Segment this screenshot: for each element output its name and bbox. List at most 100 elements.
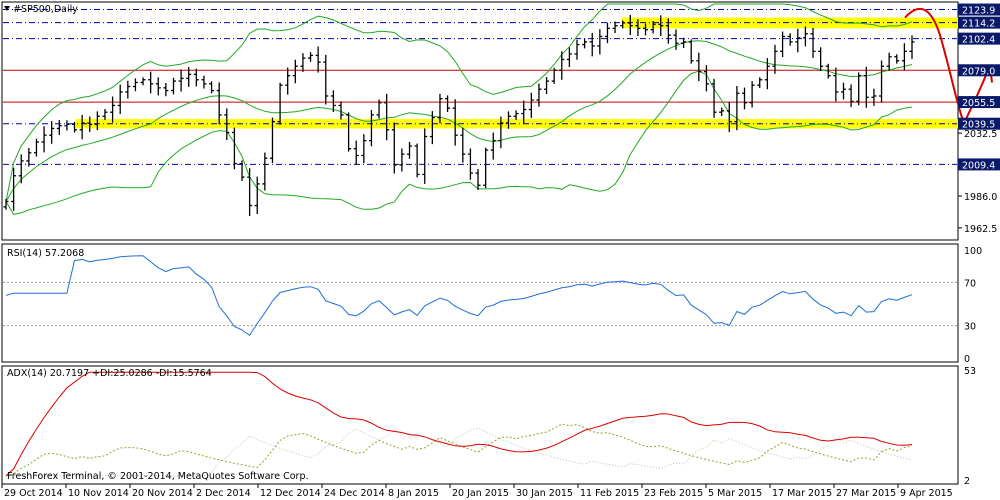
price-bar: [178, 69, 184, 92]
price-bar: [193, 68, 199, 87]
price-bar: [643, 23, 649, 36]
price-bar: [757, 77, 763, 88]
price-tick-label: 2009.4: [962, 160, 995, 171]
price-bar: [901, 43, 907, 71]
time-tick-label: 20 Jan 2015: [452, 488, 509, 499]
price-bar: [292, 59, 298, 84]
price-bar: [490, 132, 496, 160]
price-bar: [521, 100, 527, 124]
adx-tick-label: 53: [964, 366, 976, 377]
time-tick-label: 30 Jan 2015: [516, 488, 573, 499]
price-bar: [566, 47, 572, 68]
price-bar: [239, 160, 245, 181]
price-bar: [886, 52, 892, 71]
price-bar: [840, 82, 846, 100]
price-bar: [216, 82, 222, 125]
price-bar: [209, 81, 215, 94]
price-bar: [551, 67, 557, 84]
price-bar: [749, 81, 755, 108]
price-bar: [711, 78, 717, 118]
rsi-tick-label: 100: [964, 246, 982, 257]
price-bar: [125, 80, 131, 99]
price-tick-label: 1986.0: [964, 192, 997, 203]
price-bar: [681, 37, 687, 48]
rsi-line: [5, 255, 913, 337]
price-bar: [620, 20, 626, 29]
price-bar: [467, 148, 473, 180]
price-panel-title: #SP500,Daily: [13, 4, 78, 15]
price-bar: [323, 54, 329, 105]
price-bar: [422, 128, 428, 184]
price-bar: [848, 84, 854, 108]
bollinger-lower: [5, 70, 913, 215]
price-bar: [734, 85, 740, 131]
price-bar: [224, 108, 230, 141]
price-bar: [810, 28, 816, 58]
price-bar: [353, 140, 359, 165]
price-bar: [589, 32, 595, 57]
time-tick-label: 29 Oct 2014: [4, 488, 63, 499]
time-tick-label: 23 Feb 2015: [644, 488, 703, 499]
collapse-triangle-icon[interactable]: [4, 6, 10, 11]
price-bar: [863, 66, 869, 108]
price-tick-label: 2102.4: [962, 35, 995, 46]
price-bar: [429, 111, 435, 145]
price-bar: [163, 82, 169, 97]
price-bar: [132, 78, 138, 92]
price-bar: [574, 39, 580, 60]
price-bar: [384, 93, 390, 141]
price-bar: [262, 152, 268, 191]
price-tick-label: 2039.5: [962, 120, 995, 131]
rsi-panel-frame: [1, 243, 959, 363]
adx-tick-label: 2: [964, 476, 970, 487]
price-bar: [186, 67, 192, 87]
price-bar: [833, 67, 839, 102]
rsi-tick-label: 70: [964, 278, 976, 289]
price-bar: [56, 120, 62, 136]
price-bar: [140, 77, 146, 86]
bollinger-middle: [5, 40, 913, 202]
price-bar: [33, 138, 39, 157]
price-bar: [802, 26, 808, 47]
price-bar: [445, 95, 451, 112]
price-label-box: [958, 3, 1000, 16]
price-bar: [536, 83, 542, 107]
price-bar: [559, 51, 565, 80]
price-bar: [346, 112, 352, 152]
time-tick-label: 9 Apr 2015: [900, 488, 953, 499]
price-panel: 2123.9 2114.2 2102.4 2079.0 2055.5 2039.52032…: [3, 3, 1000, 235]
price-label-box: [958, 96, 1000, 109]
price-bar: [452, 99, 458, 146]
price-bar: [338, 101, 344, 120]
price-tick-label: 2123.9: [962, 6, 995, 17]
price-bar: [368, 110, 374, 147]
price-bar: [582, 38, 588, 49]
price-bar: [117, 84, 123, 114]
price-bar: [909, 35, 915, 59]
price-tick-label: 2079.0: [962, 66, 995, 77]
time-tick-label: 5 Mar 2015: [708, 488, 762, 499]
price-bar: [818, 47, 824, 71]
price-bar: [475, 169, 481, 190]
price-bar: [49, 121, 55, 144]
price-bar: [856, 72, 862, 106]
rsi-tick-label: 30: [964, 322, 976, 333]
zone-resistance: [622, 17, 958, 29]
bollinger-upper: [5, 3, 913, 202]
rsi-panel-title: RSI(14) 57.2068: [7, 248, 84, 259]
price-bar: [254, 176, 260, 215]
price-bar: [780, 31, 786, 58]
price-bar: [483, 147, 489, 189]
price-bar: [277, 82, 283, 125]
price-bar: [871, 88, 877, 106]
price-bar: [391, 122, 397, 174]
price-bar: [148, 71, 154, 94]
price-bar: [505, 111, 511, 129]
price-bar: [361, 134, 367, 164]
price-bar: [742, 87, 748, 110]
time-tick-label: 8 Jan 2015: [388, 488, 439, 499]
price-label-box: [958, 32, 1000, 45]
time-tick-label: 27 Mar 2015: [836, 488, 896, 499]
price-bar: [696, 52, 702, 82]
